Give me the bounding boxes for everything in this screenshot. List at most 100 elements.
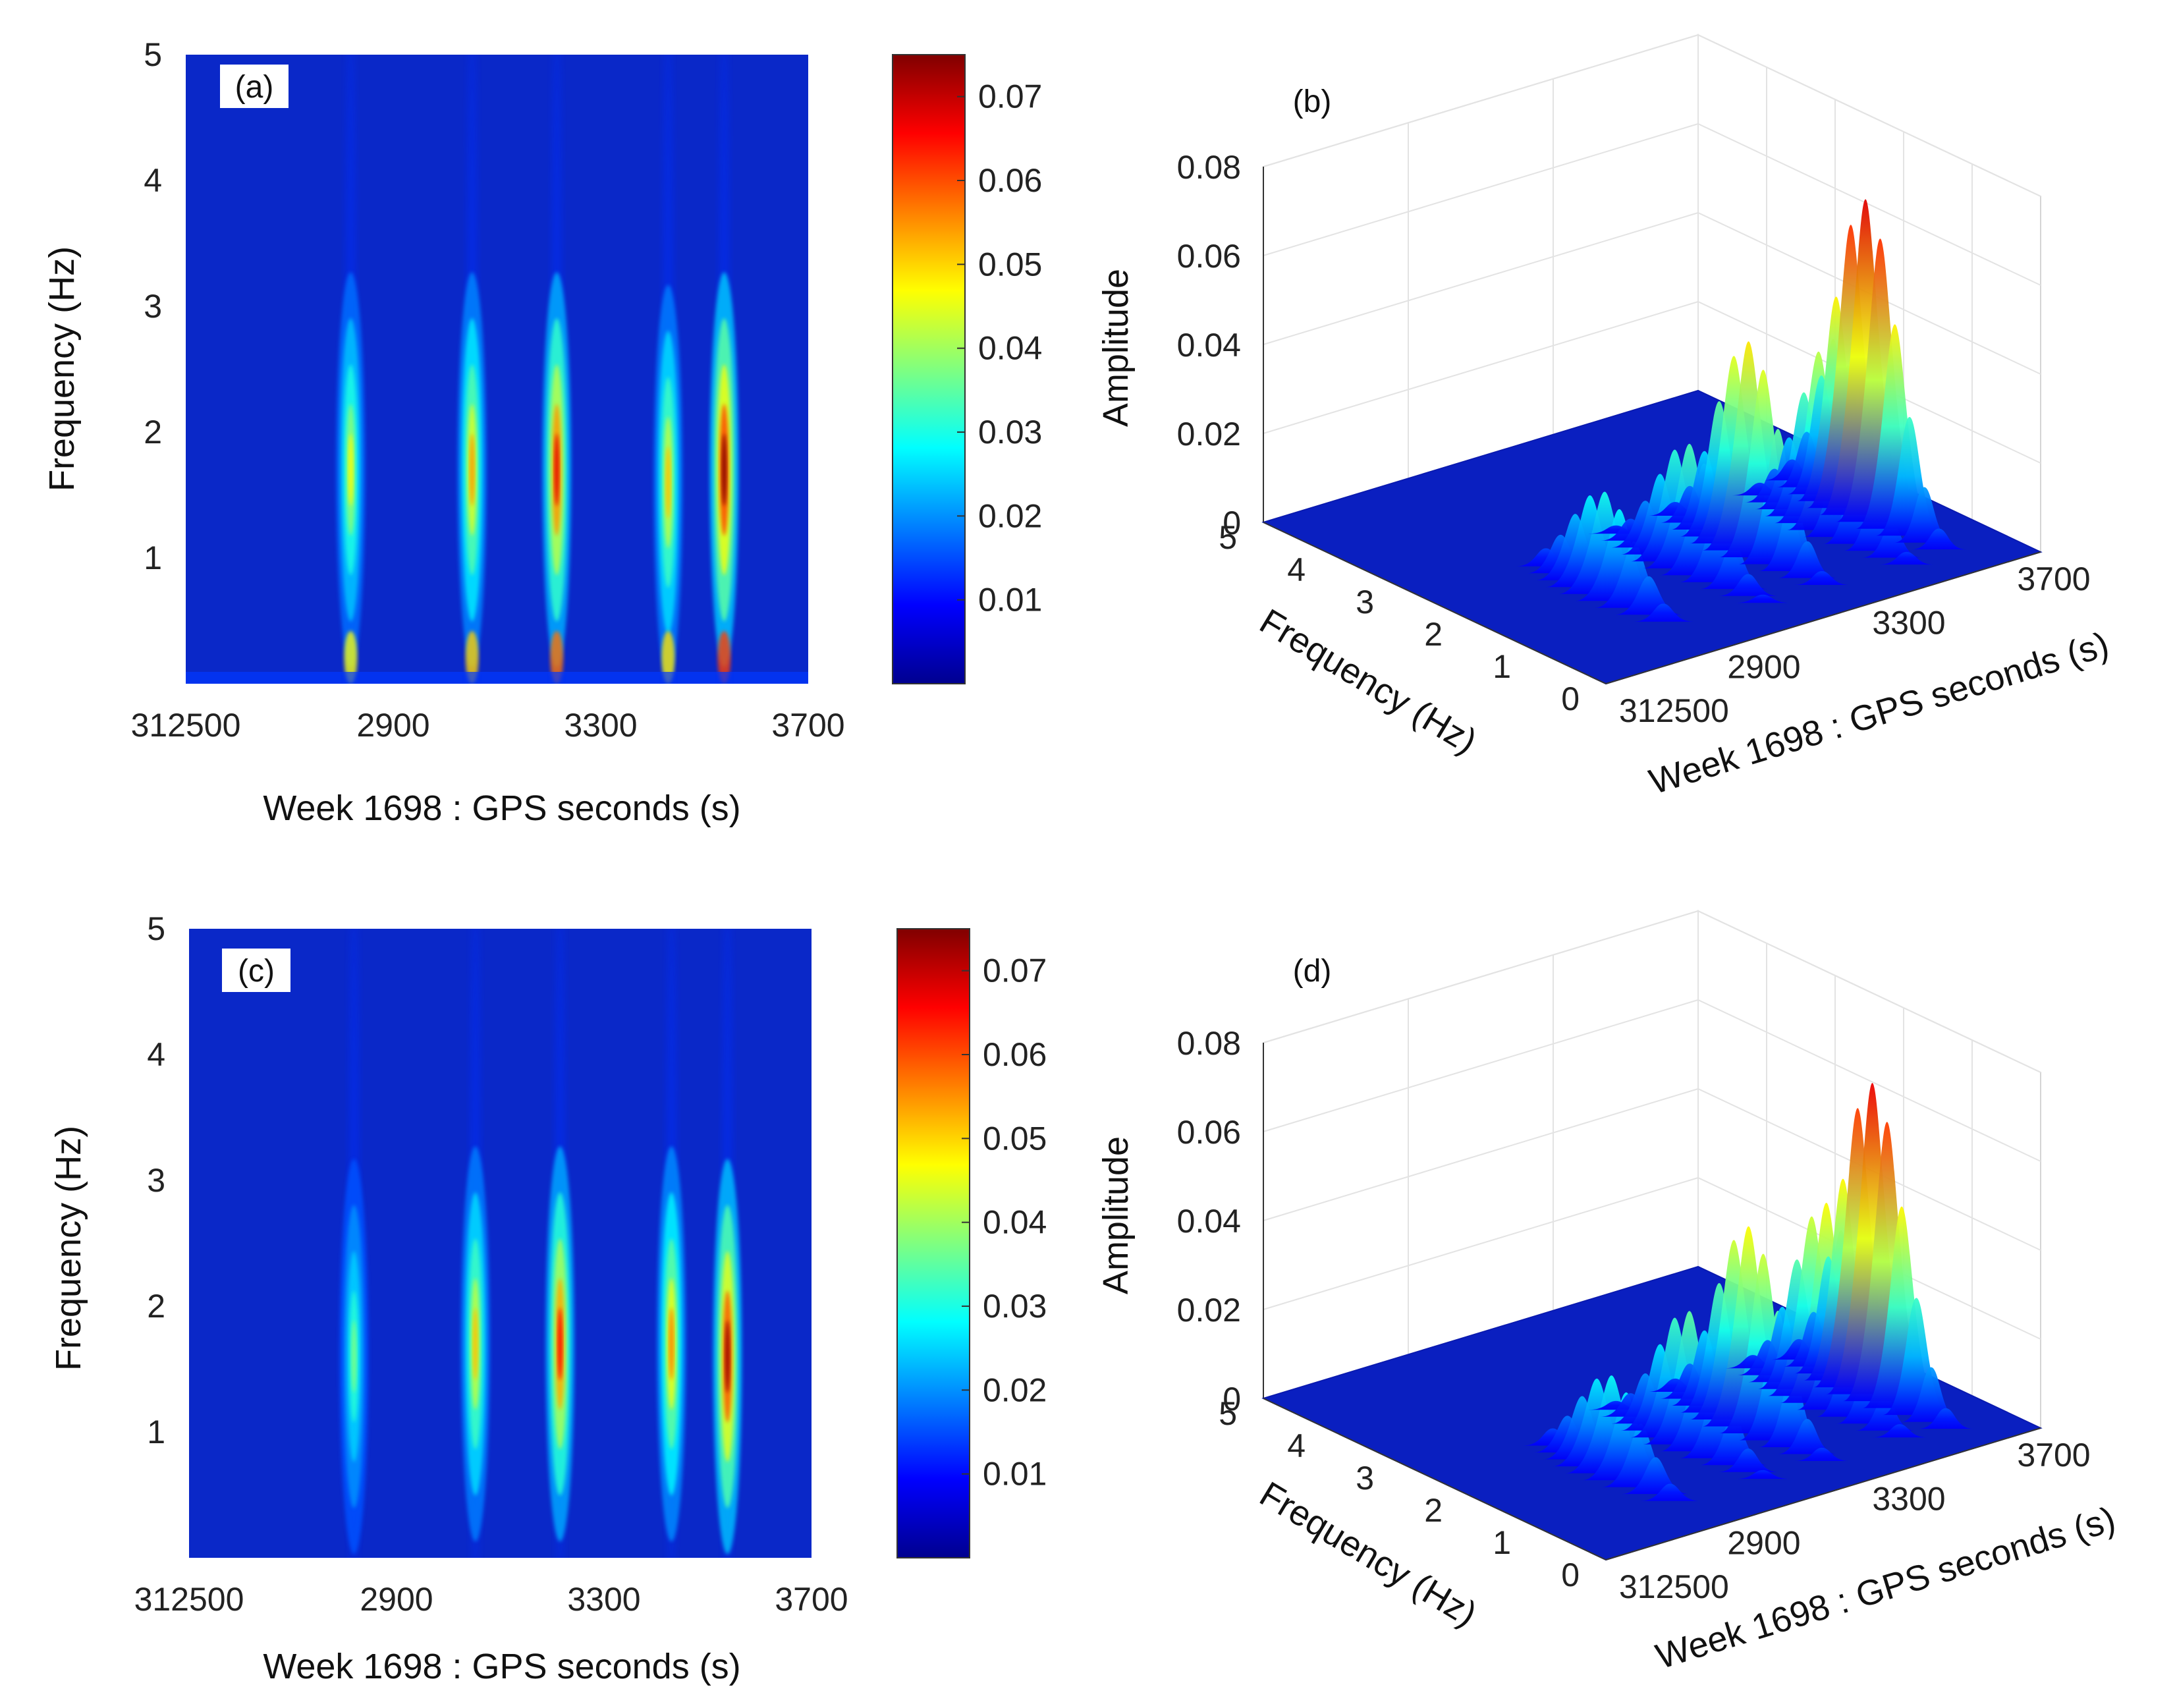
surface-peak-5 [1764,199,1967,550]
time-tick-label: 312500 [1619,692,1729,729]
heatmap-a-ylabel: Frequency (Hz) [42,246,82,491]
ztick-label: 0.08 [1177,149,1241,186]
colorbar-tick-label: 0.03 [978,414,1042,451]
freq-tick-label: 0 [1561,680,1580,717]
heatmap-a-xticks: 312500 2900 3300 3700 [131,707,845,744]
heat-event-1 [336,55,366,684]
time-axis-line [1605,551,2041,684]
xtick-label: 3300 [567,1581,640,1618]
surface-d-peaks [1523,1083,1973,1501]
colorbar-tick-label: 0.04 [983,1204,1047,1241]
colorbar-tick-label: 0.02 [983,1371,1047,1408]
ztick-label: 0.06 [1177,238,1241,275]
surface-b-zlabel: Amplitude [1096,269,1136,427]
freq-tick-label: 5 [1219,1395,1237,1432]
ytick-label: 1 [147,1414,165,1450]
time-tick-label: 2900 [1727,1524,1800,1561]
colorbar-c [896,928,970,1558]
ytick-label: 2 [144,414,162,451]
heat-event-2 [460,929,490,1558]
panel-a-label-box [220,65,289,108]
ytick-label: 2 [147,1288,165,1325]
heatmap-c-xticks: 312500 2900 3300 3700 [134,1581,848,1618]
surface-b-zticks: 0 0.02 0.04 0.06 0.08 [1177,149,1241,541]
xtick-label: 2900 [356,707,429,744]
surface-peak-5 [1771,1083,1973,1429]
heatmap-c-yticks: 1 2 3 4 5 [147,910,165,1450]
freq-axis-line [1263,522,1607,684]
colorbar-tick-label: 0.07 [983,952,1047,989]
freq-tick-label: 3 [1356,584,1374,620]
freq-tick-label: 4 [1287,1427,1306,1464]
colorbar-tick-label: 0.06 [983,1036,1047,1073]
colorbar-tick-label: 0.04 [978,330,1042,367]
ytick-label: 3 [147,1162,165,1199]
freq-tick-label: 1 [1493,1524,1511,1561]
xtick-label: 3300 [564,707,637,744]
freq-tick-label: 2 [1424,1492,1443,1529]
time-tick-label: 3300 [1872,1481,1945,1518]
heat-event-4 [657,929,686,1558]
surface-d-zlabel: Amplitude [1096,1136,1136,1294]
freq-tick-label: 3 [1356,1460,1374,1497]
surface-peak-1 [1523,1375,1700,1501]
ztick-label: 0 [1223,505,1241,541]
heat-event-2 [457,55,487,684]
heat-event-5 [709,55,739,684]
heatmap-c-events [339,929,742,1558]
colorbar-a [892,54,966,684]
heatmap-a-events [186,55,808,684]
colorbar-tick-label: 0.05 [978,246,1042,283]
surface-d-freq-ticks: 0 1 2 3 4 5 [1219,1395,1580,1593]
panel-b-label: (b) [1293,84,1332,119]
low-frequency-noise-band [186,672,808,684]
colorbar-tick-label: 0.02 [978,497,1042,534]
ztick-label: 0.06 [1177,1114,1241,1151]
panel-c: (c) 1 2 3 4 5 312500 2900 3300 3700 Week 1698 :… [49,910,1047,1686]
ztick-label: 0 [1223,1381,1241,1418]
colorbar-tick-label: 0.01 [983,1456,1047,1493]
xtick-label: 312500 [131,707,241,744]
heatmap-a-yticks: 1 2 3 4 5 [144,36,162,576]
colorbar-tick-label: 0.05 [983,1120,1047,1157]
surface-b-ylabel: Frequency (Hz) [1253,601,1483,761]
ytick-label: 4 [147,1036,165,1073]
heat-event-5 [713,929,742,1558]
colorbar-tick-label: 0.07 [978,78,1042,115]
heat-event-3 [545,929,575,1558]
heat-event-4 [653,55,683,684]
panel-a-label: (a) [235,70,274,105]
ytick-label: 5 [144,36,162,73]
surface-d-time-ticks: 312500 2900 3300 3700 [1619,1437,2091,1605]
panel-a: (a) 1 2 3 4 5 312500 2900 3300 3700 Week 1698 :… [42,36,1042,828]
ytick-label: 3 [144,288,162,325]
colorbar-tick-label: 0.01 [978,582,1042,619]
colorbar-tick-label: 0.06 [978,162,1042,199]
ytick-label: 1 [144,539,162,576]
xtick-label: 3700 [771,707,844,744]
xtick-label: 312500 [134,1581,244,1618]
surface-b-peaks [1516,199,1967,622]
ytick-label: 4 [144,162,162,199]
time-tick-label: 3700 [2017,561,2090,597]
panel-d-label: (d) [1293,954,1332,989]
freq-tick-label: 1 [1493,648,1511,685]
surface-d-ylabel: Frequency (Hz) [1253,1474,1483,1634]
surface-peak-1 [1516,491,1693,622]
heatmap-c-xlabel: Week 1698 : GPS seconds (s) [263,1647,740,1686]
ztick-label: 0.04 [1177,1203,1241,1240]
time-tick-label: 3700 [2017,1437,2090,1474]
ztick-label: 0.02 [1177,1292,1241,1329]
ztick-label: 0.04 [1177,327,1241,364]
time-tick-label: 312500 [1619,1568,1729,1605]
ztick-label: 0.08 [1177,1025,1241,1062]
heat-event-3 [542,55,572,684]
time-axis-line [1605,1427,2041,1560]
heatmap-c-ylabel: Frequency (Hz) [49,1126,88,1371]
colorbar-c-ticks: 0.01 0.02 0.03 0.04 0.05 0.06 0.07 [962,952,1047,1493]
ztick-label: 0.02 [1177,416,1241,453]
heatmap-a-plot-area [186,55,808,684]
freq-tick-label: 4 [1287,551,1306,588]
surface-d-zticks: 0 0.02 0.04 0.06 0.08 [1177,1025,1241,1418]
